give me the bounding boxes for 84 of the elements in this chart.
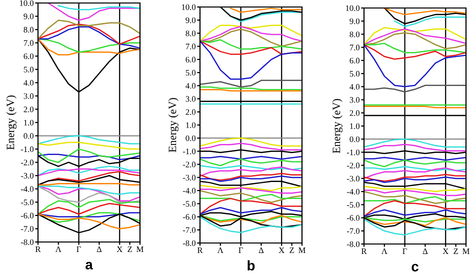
x-tick-label: Λ	[55, 246, 62, 252]
y-tick-label: 5.0	[350, 70, 360, 77]
y-tick-label: 2.0	[186, 109, 196, 115]
y-tick-label: -4.0	[182, 188, 196, 194]
y-tick-label: 6.0	[24, 53, 34, 60]
y-tick-label: 1.0	[186, 122, 196, 128]
y-tick-label: -3.0	[346, 176, 360, 182]
x-axis-title: b	[248, 260, 255, 270]
x-tick-label: M	[462, 248, 470, 254]
y-tick-label: -6.0	[346, 215, 360, 221]
y-tick-label: -1.0	[182, 148, 196, 154]
y-tick-label: 7.0	[350, 44, 360, 50]
x-tick-label: X	[116, 246, 122, 252]
y-tick-label: -7.0	[20, 226, 34, 232]
y-tick-label: -1.0	[20, 146, 34, 152]
y-tick-label: -6.0	[20, 212, 34, 218]
y-tick-label: 6.0	[350, 58, 360, 64]
y-tick-label: 8.0	[350, 32, 360, 38]
x-tick-label: Z	[454, 248, 458, 254]
y-tick-label: 0.0	[24, 133, 34, 139]
y-tick-label: 1.0	[24, 120, 34, 126]
y-tick-label: -8.0	[20, 239, 34, 246]
y-tick-label: 5.0	[24, 66, 34, 72]
y-tick-label: 2.0	[350, 110, 360, 116]
y-tick-label: -6.0	[182, 214, 196, 220]
y-tick-label: -4.0	[346, 188, 360, 195]
x-tick-label: Γ	[238, 247, 243, 253]
y-tick-label: 4.0	[350, 84, 360, 90]
x-tick-label: X	[442, 248, 448, 254]
x-tick-label: Δ	[96, 246, 102, 252]
y-tick-label: 9.0	[186, 17, 196, 24]
x-tick-label: M	[136, 246, 144, 252]
x-axis-title: a	[86, 262, 93, 270]
y-tick-label: -5.0	[20, 200, 34, 206]
y-tick-label: 10.0	[346, 5, 360, 12]
y-tick-label: -7.0	[346, 228, 360, 234]
y-tick-label: -3.0	[20, 172, 34, 179]
x-tick-label: Λ	[381, 248, 388, 254]
y-axis-title: Energy (eV)	[332, 98, 342, 154]
y-tick-label: -2.0	[182, 162, 196, 168]
x-tick-label: M	[298, 247, 306, 253]
y-axis-title: Energy (eV)	[168, 98, 178, 152]
x-tick-label: Γ	[76, 246, 81, 252]
x-tick-label: Δ	[258, 247, 264, 253]
x-tick-label: R	[35, 246, 41, 252]
y-tick-label: 5.0	[186, 70, 196, 76]
x-tick-label: Z	[128, 246, 132, 252]
x-tick-label: R	[197, 247, 203, 253]
y-tick-label: -8.0	[346, 241, 360, 248]
y-tick-label: 0.0	[350, 136, 360, 142]
y-tick-label: 9.0	[24, 14, 34, 20]
y-tick-label: -4.0	[20, 186, 34, 192]
x-tick-label: X	[278, 247, 284, 253]
y-tick-label: 7.0	[186, 44, 196, 50]
y-tick-label: 10.0	[182, 4, 196, 10]
y-tick-label: 9.0	[350, 18, 360, 24]
x-tick-label: Γ	[402, 248, 407, 254]
y-tick-label: 10.0	[20, 0, 34, 6]
y-tick-label: 0.0	[186, 135, 196, 142]
y-tick-label: -2.0	[20, 160, 34, 166]
y-tick-label: -8.0	[182, 240, 196, 246]
y-tick-label: -1.0	[346, 150, 360, 156]
y-tick-label: 3.0	[186, 96, 196, 102]
y-tick-label: 8.0	[24, 26, 34, 33]
y-tick-label: 7.0	[24, 40, 34, 46]
y-tick-label: 3.0	[350, 97, 360, 103]
y-tick-label: -5.0	[346, 202, 360, 208]
y-tick-label: 2.0	[24, 106, 34, 112]
x-tick-label: Z	[290, 247, 294, 253]
y-tick-label: -2.0	[346, 162, 360, 168]
y-tick-label: 3.0	[24, 93, 34, 99]
y-axis-title: Energy (eV)	[6, 95, 16, 150]
y-tick-label: 1.0	[350, 123, 360, 130]
x-tick-label: R	[361, 248, 367, 254]
y-tick-label: 4.0	[186, 83, 196, 89]
x-axis-title: c	[412, 264, 418, 272]
x-tick-label: Λ	[217, 247, 224, 253]
y-tick-label: -5.0	[182, 201, 196, 207]
x-tick-label: Δ	[422, 248, 428, 254]
y-tick-label: 8.0	[186, 30, 196, 36]
y-tick-label: -3.0	[182, 174, 196, 180]
y-tick-label: 4.0	[24, 80, 34, 86]
y-tick-label: -7.0	[182, 227, 196, 233]
y-tick-label: 6.0	[186, 56, 196, 62]
